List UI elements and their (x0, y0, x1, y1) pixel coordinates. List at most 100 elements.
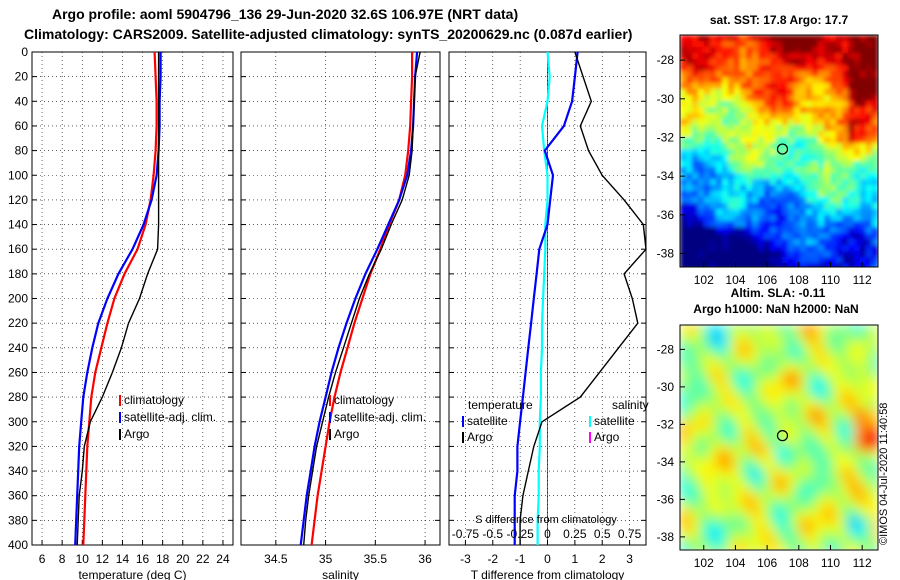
map-cell (770, 173, 777, 180)
map-cell (770, 523, 777, 530)
map-cell (752, 155, 759, 162)
map-cell (770, 445, 777, 452)
map-cell (710, 209, 717, 216)
map-cell (788, 95, 795, 102)
map-cell (782, 421, 789, 428)
map-cell (692, 149, 699, 156)
map-cell (722, 185, 729, 192)
map-cell (872, 119, 878, 126)
map-cell (722, 215, 729, 222)
map-cell (710, 143, 717, 150)
map-cell (806, 77, 813, 84)
map-cell (836, 541, 843, 548)
map-cell (854, 337, 861, 344)
map-cell (860, 325, 867, 332)
map-cell (722, 487, 729, 494)
map-cell (818, 385, 825, 392)
map-cell (716, 439, 723, 446)
map-cell (758, 331, 765, 338)
depth-tick-label: 160 (8, 242, 28, 256)
map-cell (764, 523, 771, 530)
map-cell (716, 481, 723, 488)
map-cell (746, 101, 753, 108)
map-cell (824, 209, 831, 216)
map-cell (698, 445, 705, 452)
map-cell (830, 47, 837, 54)
map-cell (836, 77, 843, 84)
map-cell (716, 499, 723, 506)
map-cell (824, 481, 831, 488)
map-cell (728, 385, 735, 392)
map-cell (758, 113, 765, 120)
map-cell (716, 197, 723, 204)
map-cell (716, 523, 723, 530)
map-panel-1: 102 104 106 108 110 112-28-30-32-34-36-38 (657, 34, 879, 287)
map-cell (872, 391, 878, 398)
map-cell (812, 89, 819, 96)
map-cell (692, 89, 699, 96)
map-cell (752, 119, 759, 126)
map-cell (782, 475, 789, 482)
map-cell (680, 191, 687, 198)
map-cell (776, 535, 783, 542)
map-cell (752, 397, 759, 404)
map-cell (752, 481, 759, 488)
map-cell (860, 119, 867, 126)
map-cell (800, 331, 807, 338)
map-cell (728, 131, 735, 138)
map-cell (710, 119, 717, 126)
map-cell (848, 59, 855, 66)
map-cell (698, 83, 705, 90)
map-cell (722, 445, 729, 452)
map-cell (806, 379, 813, 386)
series-line-salinity-satellite (536, 51, 551, 545)
map-cell (770, 149, 777, 156)
map-cell (824, 499, 831, 506)
map-cell (692, 35, 699, 42)
map-cell (740, 53, 747, 60)
map-cell (800, 179, 807, 186)
map-cell (842, 427, 849, 434)
map-cell (836, 251, 843, 258)
map-cell (692, 439, 699, 446)
map-cell (800, 409, 807, 416)
map-cell (872, 541, 878, 548)
map-cell (752, 131, 759, 138)
map-cell (734, 197, 741, 204)
map-cell (872, 95, 878, 102)
map-cell (872, 523, 878, 530)
map-cell (704, 529, 711, 536)
map-cell (800, 481, 807, 488)
map-cell (788, 101, 795, 108)
map-cell (830, 209, 837, 216)
map-cell (842, 149, 849, 156)
map-cell (824, 547, 831, 550)
timestamp-stamp: ©IMOS 04-Jul-2020 11:40:58 (878, 402, 890, 545)
map-cell (818, 137, 825, 144)
map-cell (848, 409, 855, 416)
map-cell (764, 125, 771, 132)
map-cell (746, 149, 753, 156)
map-cell (788, 197, 795, 204)
map-cell (740, 511, 747, 518)
map-cell (770, 89, 777, 96)
map-cell (734, 155, 741, 162)
map-cell (728, 523, 735, 530)
map-x-tick-label: 106 (757, 556, 777, 570)
map-cell (686, 541, 693, 548)
map-cell (734, 337, 741, 344)
map-cell (842, 409, 849, 416)
map-cell (794, 113, 801, 120)
map-cell (812, 65, 819, 72)
map-cell (698, 101, 705, 108)
map-cell (698, 155, 705, 162)
map-cell (800, 65, 807, 72)
map-cell (680, 439, 687, 446)
map-cell (692, 83, 699, 90)
inner-axis-title: S difference from climatology (475, 514, 617, 526)
map-cell (746, 373, 753, 380)
map-cell (854, 409, 861, 416)
map-cell (686, 35, 693, 42)
map-x-tick-label: 106 (757, 273, 777, 287)
map-cell (788, 149, 795, 156)
